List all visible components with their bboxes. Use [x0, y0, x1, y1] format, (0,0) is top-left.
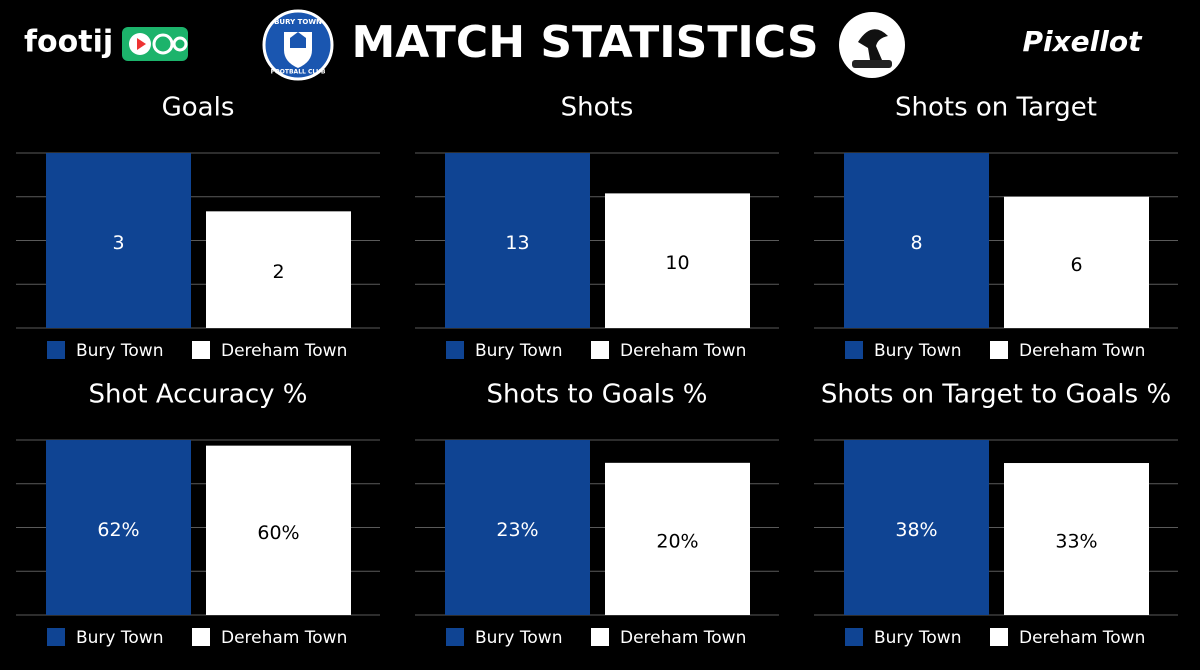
partner-logo: Pixellot: [1023, 25, 1144, 58]
bar: [844, 440, 989, 615]
bar: [445, 440, 590, 615]
chart-title: Goals: [162, 93, 235, 123]
data-label: 6: [1070, 254, 1082, 276]
legend-label: Bury Town: [874, 341, 961, 361]
bar: [445, 153, 590, 328]
legend-swatch: [591, 341, 609, 359]
legend-swatch: [446, 341, 464, 359]
legend-label: Bury Town: [76, 628, 163, 648]
data-label: 60%: [257, 522, 299, 544]
opponent-crest: [839, 12, 905, 78]
data-label: 23%: [496, 519, 538, 541]
bar: [1004, 463, 1149, 615]
data-label: 10: [665, 252, 689, 274]
legend-swatch: [192, 341, 210, 359]
crest-text: BURY TOWN: [274, 18, 322, 26]
crest-text: FOOTBALL CLUB: [271, 69, 326, 76]
data-label: 13: [505, 232, 529, 254]
bar: [605, 193, 750, 328]
legend-label: Dereham Town: [1019, 341, 1145, 361]
bar: [844, 153, 989, 328]
bar: [206, 211, 351, 328]
data-label: 8: [910, 232, 922, 254]
legend-label: Bury Town: [874, 628, 961, 648]
legend-swatch: [47, 341, 65, 359]
chart-title: Shots: [561, 93, 634, 123]
legend-swatch: [990, 628, 1008, 646]
chart-title: Shot Accuracy %: [88, 380, 307, 410]
legend-swatch: [990, 341, 1008, 359]
data-label: 2: [272, 261, 284, 283]
legend-label: Dereham Town: [221, 628, 347, 648]
legend-label: Bury Town: [475, 628, 562, 648]
chart-title: Shots on Target: [895, 93, 1097, 123]
bar: [46, 153, 191, 328]
page-title: MATCH STATISTICS: [351, 17, 818, 68]
data-label: 33%: [1055, 531, 1097, 553]
legend-swatch: [446, 628, 464, 646]
bar: [1004, 196, 1149, 328]
legend-label: Dereham Town: [221, 341, 347, 361]
brand-icon: [122, 27, 188, 61]
bar: [605, 462, 750, 615]
legend-swatch: [845, 341, 863, 359]
chart-title: Shots to Goals %: [487, 380, 708, 410]
legend-label: Bury Town: [76, 341, 163, 361]
data-label: 38%: [895, 519, 937, 541]
legend-label: Dereham Town: [620, 628, 746, 648]
chart-title: Shots on Target to Goals %: [821, 380, 1171, 410]
brand-logo: footij: [24, 25, 113, 60]
club-crest: [262, 9, 334, 81]
legend-swatch: [192, 628, 210, 646]
data-label: 62%: [97, 519, 139, 541]
legend-label: Dereham Town: [620, 341, 746, 361]
data-label: 20%: [656, 530, 698, 552]
legend-swatch: [47, 628, 65, 646]
legend-swatch: [591, 628, 609, 646]
legend-label: Dereham Town: [1019, 628, 1145, 648]
bar: [206, 445, 351, 615]
bar: [46, 440, 191, 615]
legend-label: Bury Town: [475, 341, 562, 361]
legend-swatch: [845, 628, 863, 646]
data-label: 3: [112, 232, 124, 254]
